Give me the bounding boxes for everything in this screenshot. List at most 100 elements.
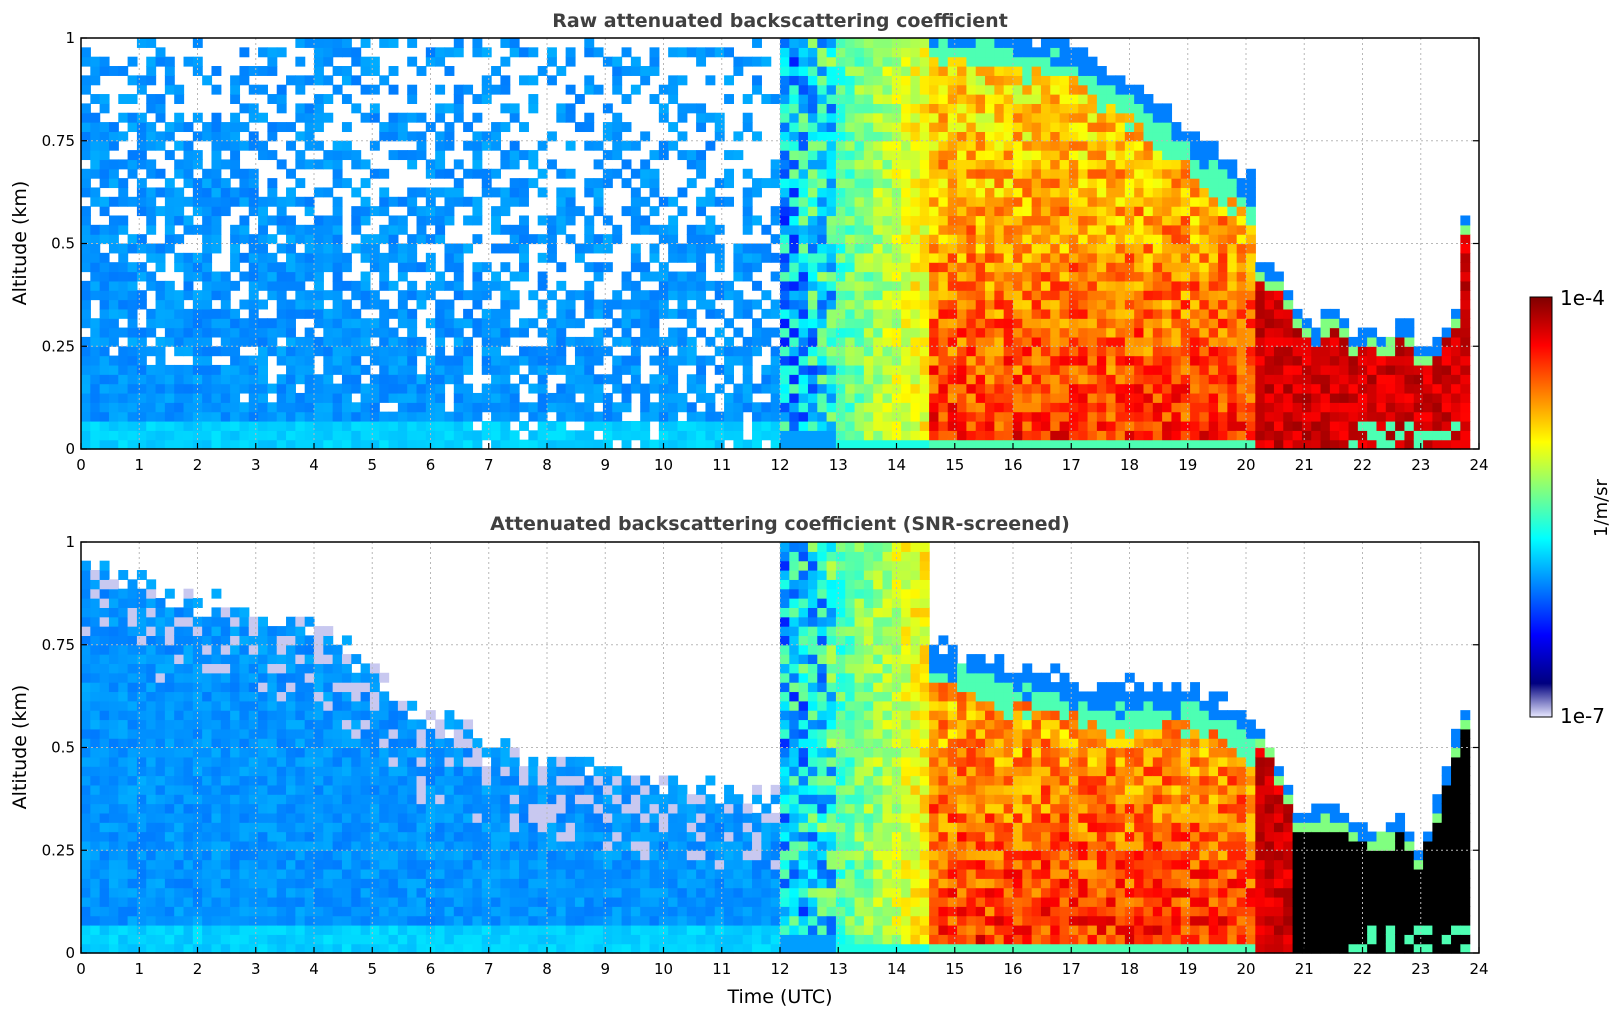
heatmap-cell bbox=[435, 420, 446, 431]
heatmap-cell bbox=[314, 252, 324, 263]
heatmap-cell bbox=[584, 280, 595, 291]
heatmap-cell bbox=[845, 308, 856, 319]
heatmap-cell bbox=[1031, 140, 1042, 151]
heatmap-cell bbox=[873, 66, 884, 76]
heatmap-cell bbox=[1124, 140, 1135, 151]
heatmap-cell bbox=[705, 308, 716, 319]
heatmap-cell bbox=[1143, 364, 1154, 375]
heatmap-cell bbox=[202, 243, 213, 254]
heatmap-cell bbox=[789, 94, 800, 104]
heatmap-cell bbox=[1423, 355, 1433, 366]
heatmap-cell bbox=[584, 140, 595, 151]
heatmap-cell bbox=[1246, 308, 1256, 319]
heatmap-cell bbox=[323, 402, 334, 413]
heatmap-cell bbox=[873, 234, 884, 245]
heatmap-cell bbox=[612, 336, 623, 347]
heatmap-cell bbox=[966, 234, 977, 245]
heatmap-cell bbox=[1162, 252, 1173, 263]
heatmap-cell bbox=[1451, 430, 1461, 441]
heatmap-cell bbox=[500, 103, 511, 114]
heatmap-cell bbox=[453, 271, 464, 282]
heatmap-cell bbox=[1171, 318, 1182, 329]
heatmap-cell bbox=[817, 224, 828, 235]
heatmap-cell bbox=[789, 112, 800, 123]
heatmap-cell bbox=[1162, 159, 1173, 170]
heatmap-cell bbox=[1106, 159, 1117, 170]
heatmap-cell bbox=[1050, 280, 1061, 291]
heatmap-cell bbox=[1115, 112, 1126, 123]
heatmap-cell bbox=[1413, 355, 1424, 366]
heatmap-cell bbox=[1264, 327, 1275, 338]
heatmap-cell bbox=[1115, 234, 1126, 245]
heatmap-cell bbox=[99, 56, 110, 67]
heatmap-cell bbox=[1003, 252, 1014, 263]
heatmap-cell bbox=[1199, 346, 1210, 357]
heatmap-cell bbox=[481, 308, 492, 319]
heatmap-cell bbox=[1078, 112, 1089, 123]
heatmap-cell bbox=[780, 84, 790, 95]
heatmap-cell bbox=[304, 383, 315, 394]
heatmap-cell bbox=[854, 243, 865, 254]
heatmap-cell bbox=[1190, 336, 1200, 347]
heatmap-cell bbox=[202, 439, 213, 450]
heatmap-cell bbox=[1357, 430, 1368, 441]
heatmap-cell bbox=[1115, 290, 1126, 301]
heatmap-cell bbox=[379, 131, 390, 142]
heatmap-cell bbox=[1236, 430, 1247, 441]
heatmap-cell bbox=[258, 150, 268, 161]
heatmap-cell bbox=[155, 318, 166, 329]
heatmap-cell bbox=[183, 430, 194, 441]
heatmap-cell bbox=[1273, 290, 1284, 301]
heatmap-cell bbox=[854, 234, 865, 245]
heatmap-cell bbox=[304, 103, 315, 114]
heatmap-cell bbox=[528, 383, 539, 394]
heatmap-cell bbox=[1376, 430, 1387, 441]
heatmap-cell bbox=[910, 280, 921, 291]
heatmap-cell bbox=[770, 234, 781, 245]
heatmap-cell bbox=[807, 392, 818, 403]
heatmap-cell bbox=[304, 439, 315, 450]
heatmap-cell bbox=[1003, 47, 1014, 58]
heatmap-cell bbox=[574, 374, 585, 385]
heatmap-cell bbox=[612, 84, 623, 95]
heatmap-cell bbox=[407, 318, 418, 329]
heatmap-cell bbox=[686, 439, 697, 450]
heatmap-cell bbox=[108, 766, 119, 777]
heatmap-cell bbox=[807, 75, 818, 86]
heatmap-cell bbox=[807, 327, 818, 338]
heatmap-cell bbox=[891, 215, 902, 226]
heatmap-cell bbox=[286, 234, 296, 245]
heatmap-cell bbox=[1059, 290, 1070, 301]
heatmap-cell bbox=[556, 299, 567, 310]
heatmap-cell bbox=[584, 364, 595, 375]
heatmap-cell bbox=[807, 196, 818, 207]
heatmap-cell bbox=[574, 364, 585, 375]
heatmap-cell bbox=[1162, 122, 1173, 133]
heatmap-cell bbox=[938, 243, 949, 254]
heatmap-cell bbox=[341, 364, 352, 375]
heatmap-cell bbox=[789, 215, 800, 226]
heatmap-cell bbox=[118, 747, 129, 758]
heatmap-cell bbox=[388, 383, 399, 394]
heatmap-cell bbox=[99, 206, 110, 217]
heatmap-cell bbox=[1199, 271, 1210, 282]
heatmap-cell bbox=[733, 411, 744, 422]
heatmap-cell bbox=[444, 252, 455, 263]
heatmap-cell bbox=[136, 122, 147, 133]
heatmap-cell bbox=[1068, 206, 1079, 217]
heatmap-cell bbox=[1190, 178, 1200, 189]
heatmap-cell bbox=[863, 215, 874, 226]
heatmap-cell bbox=[174, 840, 185, 851]
heatmap-cell bbox=[854, 364, 865, 375]
heatmap-cell bbox=[1068, 75, 1079, 86]
heatmap-cell bbox=[1208, 140, 1219, 151]
heatmap-cell bbox=[835, 84, 846, 95]
heatmap-cell bbox=[425, 355, 436, 366]
heatmap-cell bbox=[1236, 196, 1247, 207]
heatmap-cell bbox=[1031, 234, 1042, 245]
heatmap-cell bbox=[164, 663, 175, 674]
heatmap-cell bbox=[957, 280, 967, 291]
heatmap-cell bbox=[435, 112, 446, 123]
heatmap-cell bbox=[947, 355, 958, 366]
heatmap-cell bbox=[985, 215, 995, 226]
